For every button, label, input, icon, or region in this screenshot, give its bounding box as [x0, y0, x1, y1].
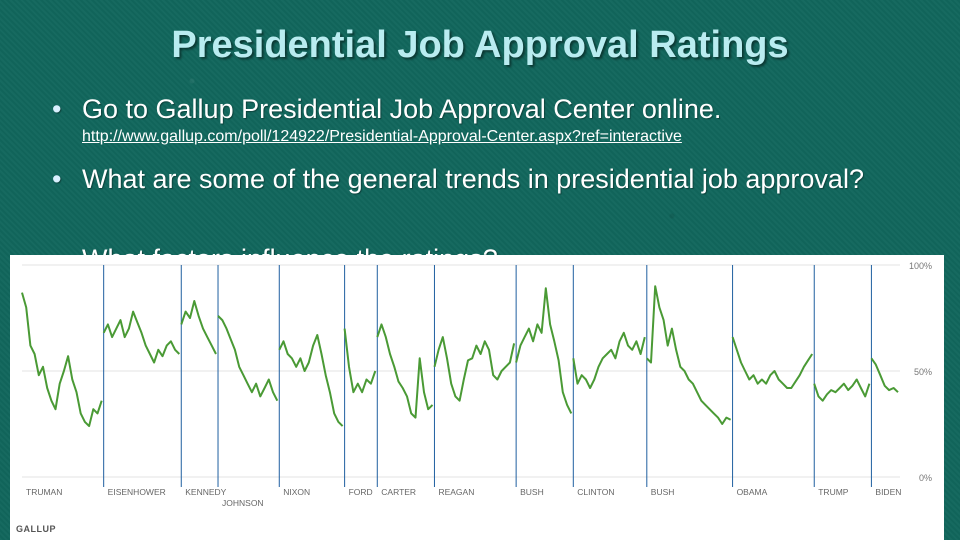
bullet-dot-icon: • [52, 94, 62, 124]
approval-series-line [433, 336, 516, 402]
bullet-1-text: Go to Gallup Presidential Job Approval C… [82, 94, 722, 124]
president-label: REAGAN [438, 487, 474, 497]
president-label: CARTER [381, 487, 416, 497]
bullet-2: • What are some of the general trends in… [52, 162, 912, 196]
y-tick-label: 100% [909, 261, 932, 271]
bullet-2-text: What are some of the general trends in p… [82, 164, 864, 194]
president-label: BIDEN [875, 487, 901, 497]
president-label: BUSH [651, 487, 675, 497]
bullet-dot-icon: • [52, 164, 62, 194]
gallup-link[interactable]: http://www.gallup.com/poll/124922/Presid… [82, 128, 682, 145]
bullet-1: • Go to Gallup Presidential Job Approval… [52, 92, 932, 126]
gallup-logo: GALLUP [16, 524, 56, 534]
president-label: OBAMA [737, 487, 768, 497]
approval-series-line [813, 378, 871, 402]
approval-series-line [102, 310, 181, 364]
approval-series-line [646, 285, 732, 425]
y-tick-label: 0% [919, 473, 932, 483]
president-label: NIXON [283, 487, 310, 497]
approval-chart: 100% 50% 0% TRUMAN EISENHOWER KENNEDY JOHNSON N… [10, 255, 944, 540]
approval-series-line [870, 357, 899, 393]
president-label: CLINTON [577, 487, 614, 497]
slide-title: Presidential Job Approval Ratings [171, 24, 789, 66]
approval-series-line [180, 300, 217, 355]
approval-series-line [376, 323, 434, 419]
y-tick-label: 50% [914, 367, 932, 377]
approval-series-line [731, 336, 814, 389]
president-label: JOHNSON [222, 498, 264, 508]
approval-series-line [572, 331, 646, 389]
approval-series-line [515, 287, 573, 414]
president-label: KENNEDY [185, 487, 226, 497]
president-label: TRUMAN [26, 487, 62, 497]
approval-series-line [217, 315, 279, 402]
president-label: FORD [349, 487, 373, 497]
president-label: TRUMP [818, 487, 849, 497]
president-label: BUSH [520, 487, 544, 497]
approval-series-line [21, 292, 103, 428]
approval-series-line [343, 328, 377, 394]
president-label: EISENHOWER [108, 487, 166, 497]
approval-series-line [278, 334, 344, 427]
